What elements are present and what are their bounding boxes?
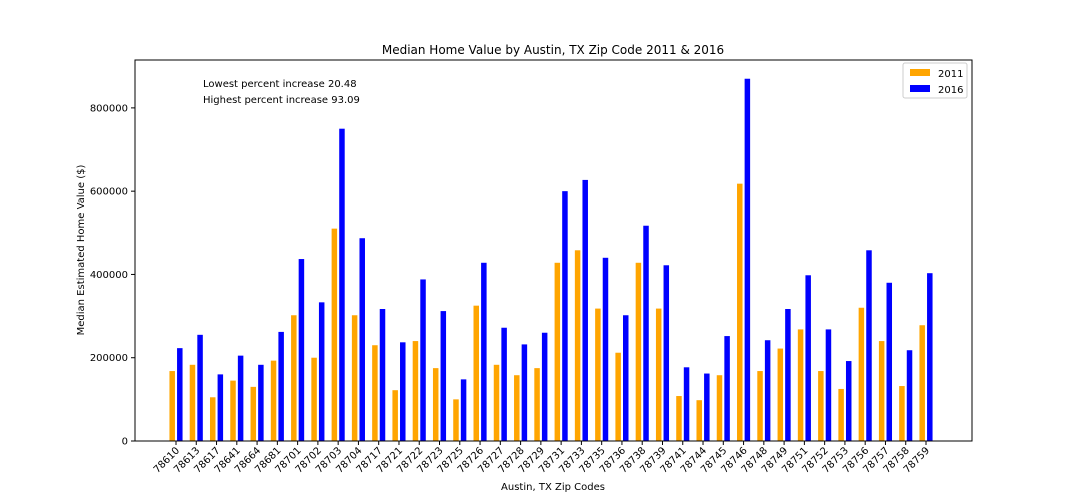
bar-2011-78739 [655,308,662,441]
bar-2016-78745 [724,336,730,441]
bar-2011-78758 [899,386,905,441]
bar-2016-78748 [764,340,771,441]
bar-2016-78752 [825,329,832,441]
bar-2016-78613 [197,334,203,441]
bar-2016-78641 [237,355,244,441]
bar-2011-78756 [858,307,865,441]
bar-2016-78701 [298,259,305,441]
legend: 2011 2016 [902,62,968,99]
bar-2011-78701 [291,315,297,441]
bar-2016-78758 [906,350,913,441]
bar-2011-78702 [311,357,317,441]
bar-2016-78721 [400,342,406,441]
bar-2011-78746 [737,183,743,442]
x-axis: 7861078613786177864178664786817870178702… [152,441,932,476]
y-tick-label: 0 [122,437,128,448]
bar-2016-78749 [785,309,791,441]
bar-2011-78745 [716,375,723,441]
bar-2011-78729 [534,368,540,441]
chart-title: Median Home Value by Austin, TX Zip Code… [382,43,724,57]
bar-2011-78733 [574,250,581,441]
bar-2016-78728 [521,344,528,441]
bar-2011-78613 [189,364,196,441]
bar-2016-78617 [217,374,224,441]
bar-2011-78741 [676,396,682,441]
bar-2016-78681 [278,331,284,441]
bar-2011-78681 [270,360,277,441]
y-axis: 0 200000 400000 600000 800000 [90,103,135,448]
y-tick-label: 800000 [90,103,128,114]
annotation-highest-increase: Highest percent increase 93.09 [203,95,360,106]
bar-2016-78733 [582,179,588,442]
bar-2016-78703 [339,128,345,441]
bar-2011-78703 [331,228,338,441]
bar-2016-78739 [663,265,670,441]
legend-label-2011: 2011 [938,69,963,80]
bar-2011-78617 [209,397,216,441]
bar-2016-78738 [643,225,649,441]
bar-2011-78717 [372,345,378,441]
bar-2011-78753 [838,388,844,441]
bar-2011-78751 [797,329,804,441]
plot-frame [134,59,973,442]
bar-2011-78725 [453,399,459,441]
bar-2016-78756 [866,250,872,441]
legend-swatch-2011 [910,69,930,76]
x-axis-label: Austin, TX Zip Codes [501,482,605,493]
bar-2011-78726 [473,305,479,441]
bar-2016-78610 [177,348,183,441]
bar-2011-78722 [412,341,419,441]
y-tick-label: 600000 [90,187,128,198]
legend-swatch-2016 [910,85,930,92]
bar-2016-78664 [258,364,264,441]
bar-2016-78736 [623,315,629,441]
bar-2016-78717 [379,309,386,441]
bar-2016-78722 [420,279,426,441]
bar-2011-78721 [392,390,398,441]
bar-2016-78731 [562,191,568,441]
bar-2016-78723 [440,311,447,441]
bar-2011-78749 [777,348,784,441]
bar-2016-78746 [744,78,751,442]
bar-2016-78759 [927,273,933,441]
bar-2011-78664 [250,386,257,441]
bar-2011-78748 [757,371,763,441]
bar-2011-78731 [554,262,561,441]
bar-2011-78759 [919,325,925,441]
y-tick-label: 200000 [90,353,128,364]
bar-2016-78744 [704,373,710,441]
bar-2016-78757 [886,282,893,441]
bar-2016-78704 [359,238,365,441]
bar-2016-78753 [845,361,852,441]
bar-2011-78735 [595,308,601,441]
bar-2011-78744 [696,400,702,441]
bars-layer [169,78,933,442]
bar-2011-78736 [615,352,621,441]
legend-label-2016: 2016 [938,85,963,96]
bar-2011-78738 [635,262,642,441]
bar-2016-78741 [683,367,690,441]
y-axis-label: Median Estimated Home Value ($) [76,165,87,336]
annotation-lowest-increase: Lowest percent increase 20.48 [203,79,357,90]
bar-2011-78723 [432,368,439,441]
bar-2016-78729 [541,332,548,441]
bar-2011-78752 [818,371,824,441]
bar-2011-78704 [351,315,358,441]
bar-2016-78725 [460,379,467,441]
y-tick-label: 400000 [90,270,128,281]
bar-2016-78727 [501,327,507,441]
bar-2016-78735 [602,257,609,441]
bar-2016-78751 [805,275,811,441]
bar-2011-78727 [493,364,500,441]
bar-2011-78641 [230,380,236,441]
bar-2016-78702 [318,302,325,441]
bar-2011-78728 [514,375,520,441]
bar-2011-78757 [878,341,885,441]
bar-2011-78610 [169,371,175,441]
bar-2016-78726 [481,262,487,441]
